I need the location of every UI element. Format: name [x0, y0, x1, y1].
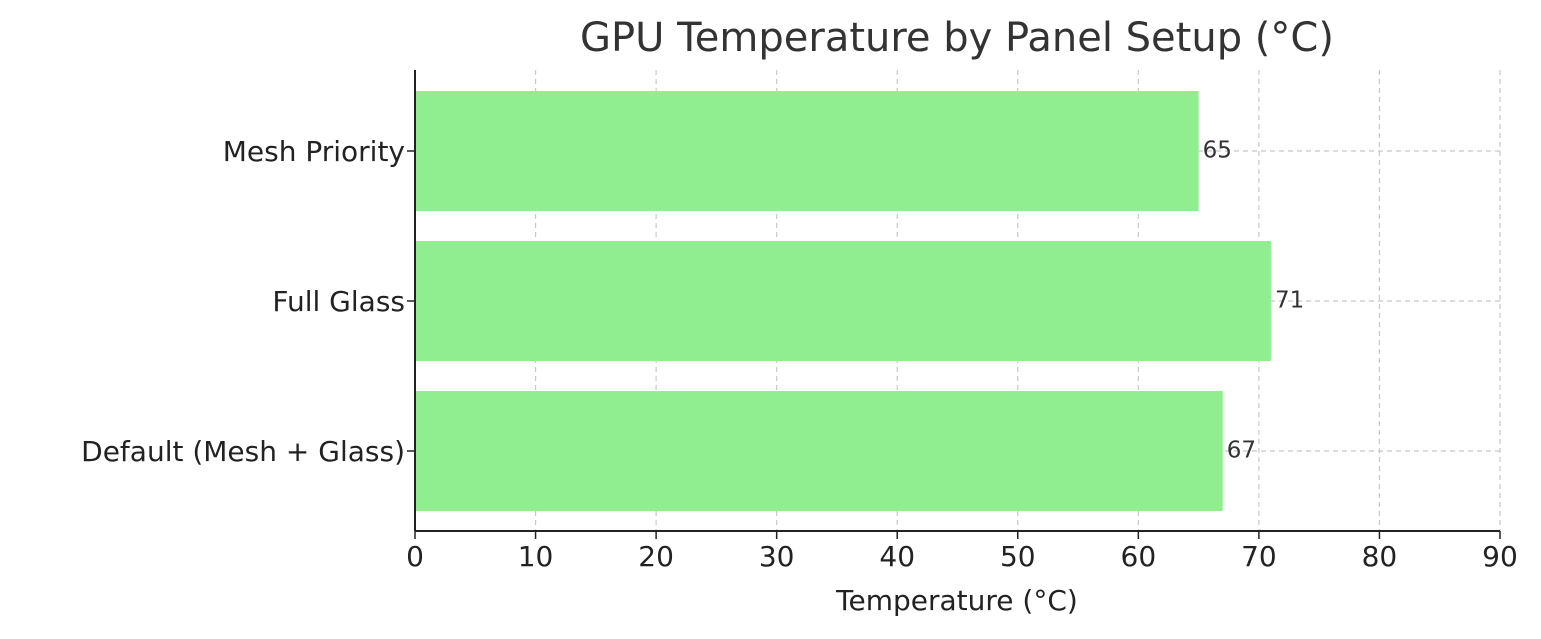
y-tick-label: Full Glass [272, 285, 405, 318]
value-label: 65 [1203, 138, 1232, 164]
bar [415, 391, 1223, 511]
x-tick-label: 20 [638, 540, 674, 573]
y-tick-label: Default (Mesh + Glass) [81, 435, 405, 468]
x-tick-label: 30 [759, 540, 795, 573]
x-tick-label: 0 [406, 540, 424, 573]
x-tick-label: 10 [518, 540, 554, 573]
x-tick-label: 80 [1362, 540, 1398, 573]
value-label: 71 [1275, 288, 1304, 314]
x-tick-label: 70 [1241, 540, 1277, 573]
x-tick-label: 40 [879, 540, 915, 573]
y-tick-label: Mesh Priority [223, 135, 405, 168]
x-tick-label: 60 [1121, 540, 1157, 573]
value-label: 67 [1227, 438, 1256, 464]
chart-title: GPU Temperature by Panel Setup (°C) [580, 15, 1334, 61]
x-tick-label: 50 [1000, 540, 1036, 573]
bar [415, 91, 1199, 211]
x-tick-label: 90 [1482, 540, 1518, 573]
bar [415, 241, 1271, 361]
x-axis-label: Temperature (°C) [835, 584, 1078, 617]
